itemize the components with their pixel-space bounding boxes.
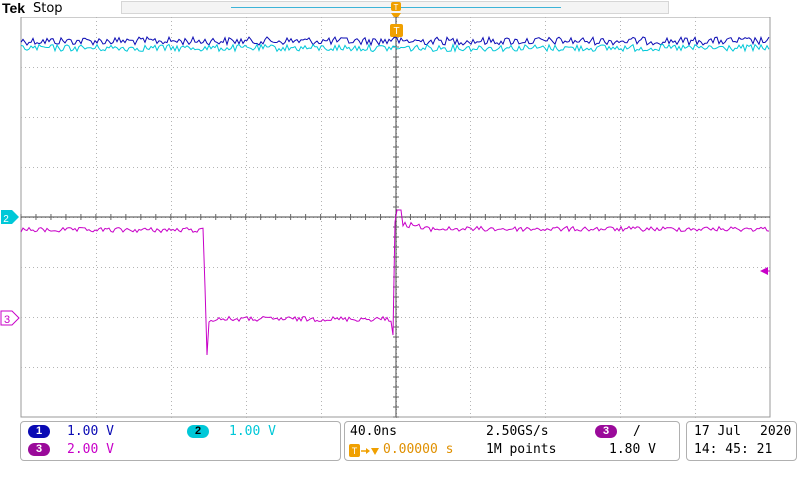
horizontal-scale: 40.0ns [350, 424, 397, 439]
waveform-ch1 [20, 35, 770, 47]
brand-logo: Tek [2, 0, 26, 16]
ch1-scale: 1.00 V [67, 424, 114, 439]
trigger-level-marker[interactable] [760, 267, 768, 275]
bottom-info-bar: 1 1.00 V 2 1.00 V 3 2.00 V 40.0ns 2.50GS… [0, 419, 800, 480]
ch3-scale: 2.00 V [67, 442, 114, 457]
scope-display[interactable]: T 2 3 [0, 17, 800, 419]
acquisition-status: Stop [33, 1, 63, 16]
sample-rate: 2.50GS/s [486, 424, 549, 439]
trigger-source-badge[interactable]: 3 [595, 425, 617, 438]
record-length: 1M points [486, 442, 557, 457]
trigger-delay: 0.00000 s [383, 442, 454, 457]
ch2-scale: 1.00 V [229, 424, 276, 439]
clock-time: 14: 45: 21 [694, 442, 773, 457]
timebase-trigger-panel[interactable]: 40.0ns 2.50GS/s T 0.00000 s 1M points 3 … [344, 421, 680, 461]
ch3-ground-marker-label: 3 [4, 314, 10, 326]
date-day-month: 17 Jul [694, 424, 741, 439]
trigger-level: 1.80 V [609, 442, 656, 457]
svg-text:T: T [394, 3, 399, 12]
trigger-delay-icon-label: T [352, 446, 358, 456]
trigger-delay-icon: T [349, 444, 379, 457]
ch3-badge[interactable]: 3 [28, 443, 50, 456]
trigger-time-marker[interactable]: T [390, 24, 403, 37]
ch3-ground-marker[interactable]: 3 [0, 310, 20, 326]
ch2-ground-marker-label: 2 [3, 214, 9, 225]
channel-settings-panel[interactable]: 1 1.00 V 2 1.00 V 3 2.00 V [20, 421, 341, 461]
waveform-ch2 [20, 42, 770, 53]
trigger-time-marker-label: T [393, 26, 399, 37]
date-year: 2020 [760, 424, 792, 439]
datetime-panel: 17 Jul 2020 14: 45: 21 [686, 421, 797, 461]
ch2-badge[interactable]: 2 [187, 425, 209, 438]
ch1-badge[interactable]: 1 [28, 425, 50, 438]
ch2-ground-marker[interactable]: 2 [1, 210, 19, 225]
waveform-ch3 [20, 209, 770, 356]
trigger-slope-icon: / [633, 424, 641, 439]
axis-ticks [20, 17, 756, 418]
